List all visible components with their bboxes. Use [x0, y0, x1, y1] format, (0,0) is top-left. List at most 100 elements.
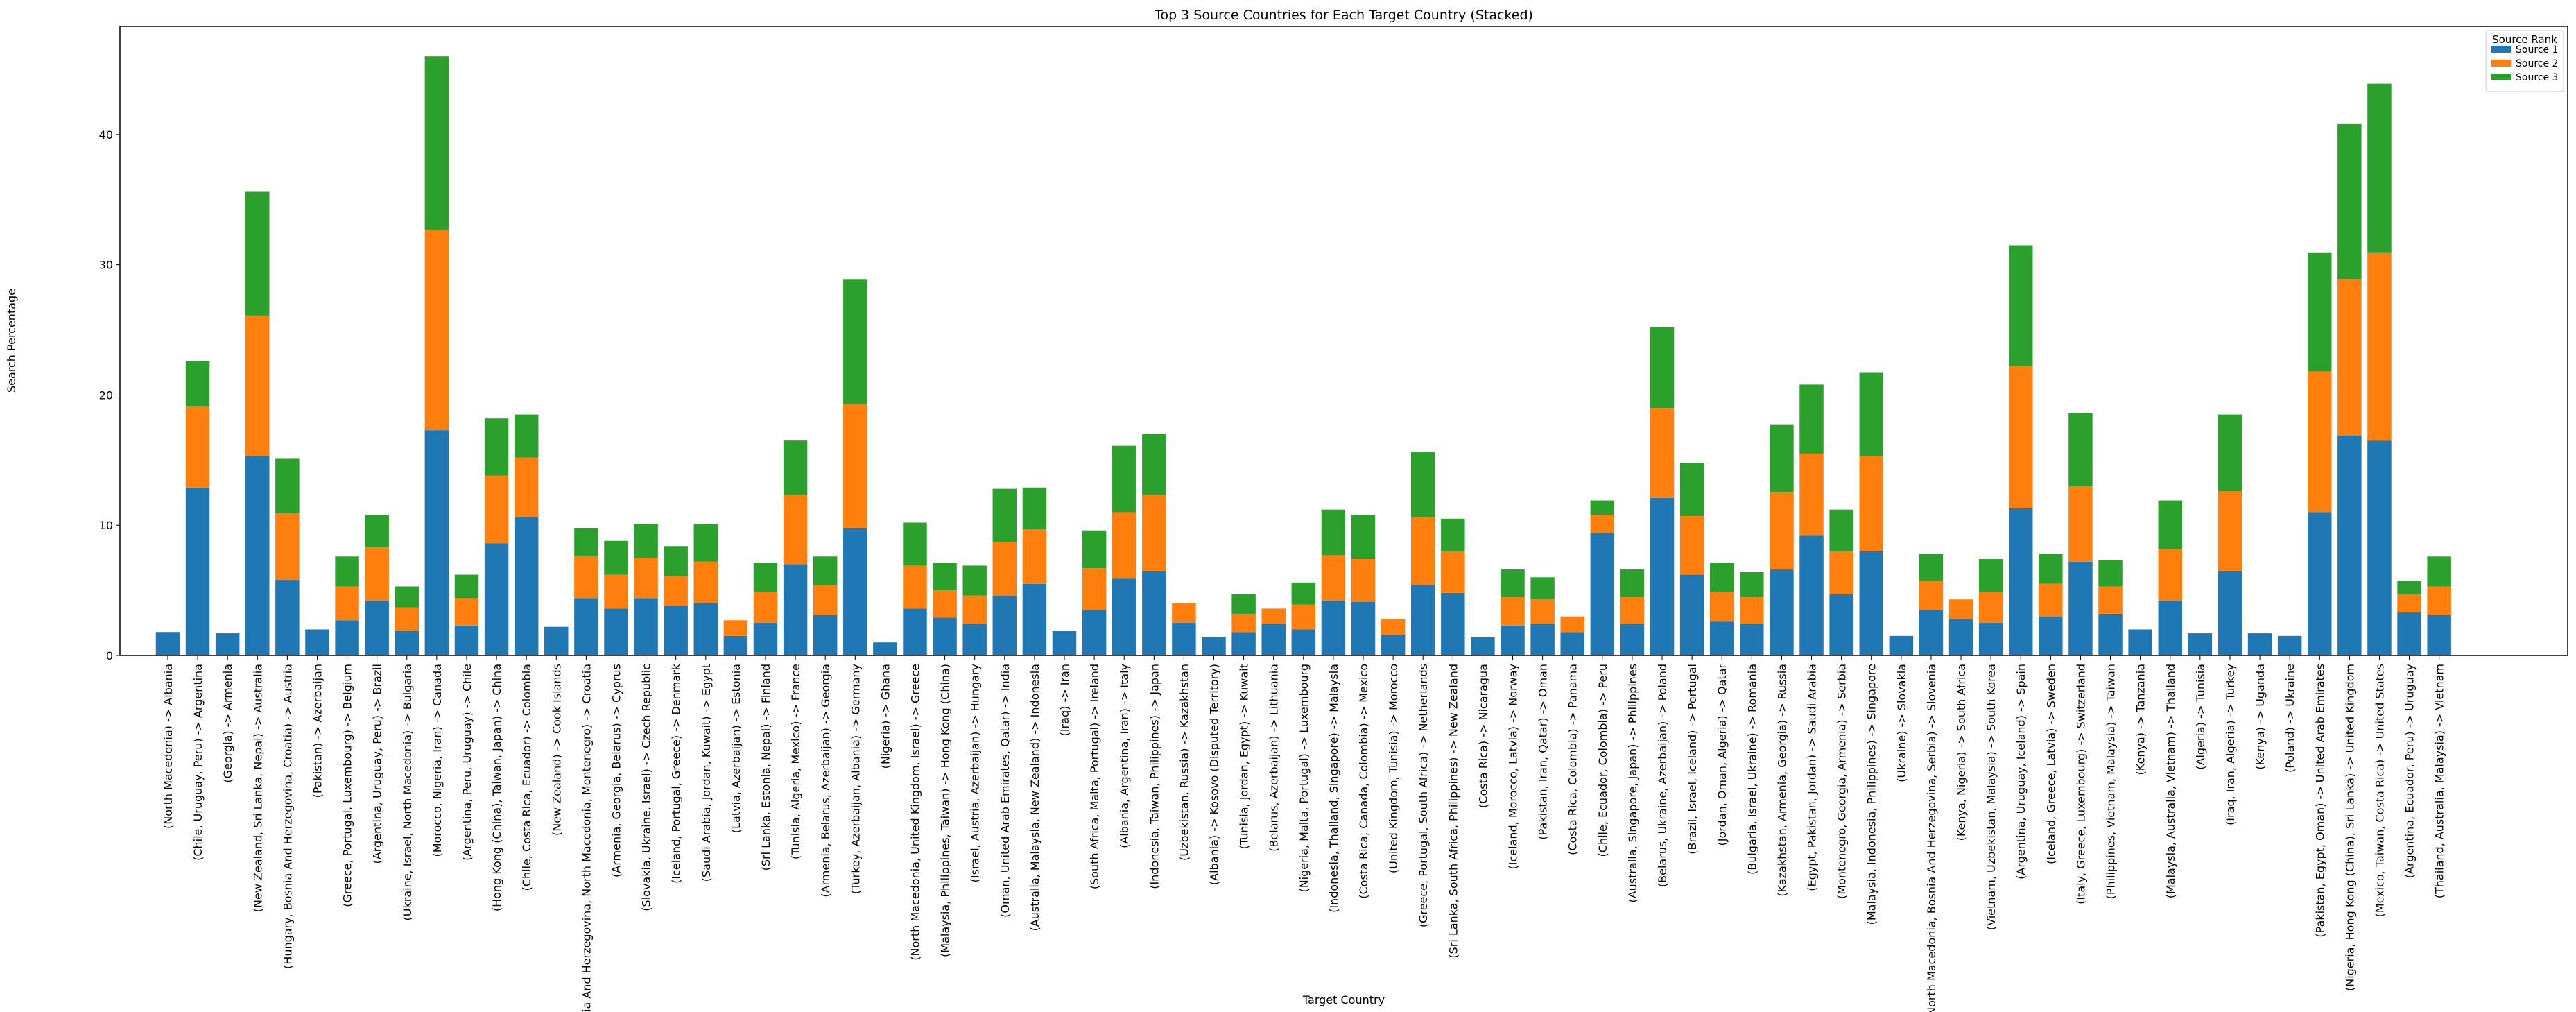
bar-segment-source-1	[1859, 551, 1883, 655]
x-tick-label: (Brazil, Israel, Iceland) -> Portugal	[1686, 664, 1699, 855]
bar-segment-source-3	[395, 586, 420, 608]
x-tick-label: (Ukraine, Israel, North Macedonia) -> Bu…	[401, 664, 414, 920]
bar-segment-source-3	[574, 527, 598, 557]
bar-segment-source-3	[2367, 83, 2392, 253]
x-tick-label: (Nigeria, Hong Kong (China), Sri Lanka) …	[2343, 664, 2356, 991]
bar-segment-source-1	[1261, 624, 1286, 655]
x-tick-label: (Latvia, Azerbaijan) -> Estonia	[729, 664, 743, 833]
x-tick-label: (Philippines, Vietnam, Malaysia) -> Taiw…	[2104, 664, 2118, 899]
bar-segment-source-3	[1082, 530, 1107, 569]
bar-segment-source-2	[275, 513, 300, 581]
x-tick-label: (Sri Lanka, Estonia, Nepal) -> Finland	[759, 664, 772, 871]
bar-segment-source-2	[2397, 594, 2421, 613]
bar-segment-source-1	[484, 543, 509, 655]
bar-segment-source-3	[1022, 487, 1047, 529]
x-tick-label: (Pakistan) -> Azerbaijan	[311, 664, 324, 798]
bar-segment-source-1	[1441, 592, 1465, 655]
x-tick-label: (Kenya, Nigeria) -> South Africa	[1955, 664, 1968, 841]
bar-segment-source-3	[1142, 434, 1166, 496]
bar-segment-source-1	[1351, 602, 1376, 655]
bar-segment-source-1	[1381, 634, 1406, 655]
bar-segment-source-1	[1620, 624, 1645, 655]
bar-segment-source-2	[813, 585, 838, 615]
bar-segment-source-1	[514, 517, 539, 655]
bar-segment-source-1	[992, 595, 1017, 655]
x-tick-label: (Chile, Costa Rica, Ecuador) -> Colombia	[520, 664, 533, 891]
legend-title: Source Rank	[2492, 33, 2557, 46]
legend: Source Rank Source 1 Source 2 Source 3	[2485, 30, 2564, 92]
x-tick-label: (Turkey, Azerbaijan, Albania) -> Germany	[849, 664, 862, 894]
bar-segment-source-2	[1679, 516, 1704, 575]
bar-segment-source-3	[783, 440, 808, 496]
bar-segment-source-1	[2397, 612, 2421, 655]
bar-segment-source-1	[1410, 585, 1435, 655]
bar-segment-source-1	[783, 564, 808, 655]
x-tick-label: (Iraq) -> Iran	[1058, 664, 1071, 736]
x-tick-label: (North Macedonia, Bosnia And Herzegovina…	[1925, 664, 1938, 1012]
x-tick-label: (Greece, Portugal, South Africa) -> Neth…	[1417, 664, 1430, 927]
bar-segment-source-2	[962, 595, 987, 624]
bar-segment-source-3	[2218, 414, 2242, 492]
bar-segment-source-1	[664, 606, 688, 655]
bar-segment-source-1	[933, 617, 957, 655]
bar-segment-source-2	[843, 404, 867, 528]
bar-segment-source-1	[2068, 561, 2093, 655]
bar-segment-source-2	[1410, 517, 1435, 585]
x-tick-label: (North Macedonia, United Kingdom, Israel…	[908, 664, 922, 961]
bar-segment-source-3	[514, 414, 539, 458]
bar-segment-source-3	[1679, 463, 1704, 517]
bar-segment-source-3	[2039, 554, 2063, 584]
bar-segment-source-1	[1052, 631, 1077, 655]
bar-segment-source-2	[2098, 586, 2123, 614]
bar-segment-source-2	[1381, 619, 1406, 635]
x-tick-label: (Indonesia, Thailand, Singapore) -> Mala…	[1327, 664, 1340, 913]
x-tick-label: (Montenegro, Georgia, Armenia) -> Serbia	[1835, 664, 1849, 899]
bar-segment-source-1	[753, 623, 778, 655]
bar-segment-source-1	[903, 608, 927, 655]
bar-segment-source-3	[424, 56, 449, 230]
bar-segment-source-2	[1172, 603, 1196, 624]
bar-segment-source-1	[215, 633, 240, 655]
x-tick-label: (Iraq, Iran, Algeria) -> Turkey	[2224, 664, 2237, 825]
bar-segment-source-1	[2337, 435, 2362, 655]
bar-segment-source-2	[2068, 486, 2093, 562]
bar-segment-source-1	[2098, 613, 2123, 655]
bar-segment-source-3	[933, 563, 957, 591]
bar-segment-source-3	[1410, 452, 1435, 517]
bar-segment-source-2	[1829, 551, 1853, 594]
bar-segment-source-2	[1231, 613, 1256, 633]
x-tick-label: (Albania, Argentina, Iran) -> Italy	[1118, 664, 1131, 848]
bar-segment-source-1	[1889, 635, 1914, 655]
bar-segment-source-1	[2277, 635, 2302, 655]
bar-segment-source-1	[305, 629, 329, 655]
bar-segment-source-3	[1859, 372, 1883, 456]
chart-title: Top 3 Source Countries for Each Target C…	[1154, 8, 1533, 23]
bar-segment-source-1	[1321, 601, 1346, 655]
bar-segment-source-2	[1022, 529, 1047, 584]
x-tick-label: (Pakistan, Iran, Qatar) -> Oman	[1537, 664, 1550, 840]
bar-segment-source-2	[634, 558, 658, 599]
bar-segment-source-2	[335, 586, 359, 621]
x-tick-label: (Mexico, Taiwan, Costa Rica) -> United S…	[2373, 664, 2386, 917]
bar-segment-source-2	[753, 591, 778, 624]
legend-swatch	[2491, 74, 2511, 80]
x-tick-label: (Iceland, Greece, Latvia) -> Sweden	[2044, 664, 2057, 864]
x-tick-label: (Belarus, Azerbaijan) -> Lithuania	[1268, 664, 1281, 852]
bar-segment-source-2	[424, 229, 449, 431]
bar-segment-source-2	[1291, 604, 1316, 630]
bar-segment-source-3	[1530, 577, 1555, 600]
y-tick-label: 40	[99, 128, 113, 141]
bar-segment-source-1	[1082, 610, 1107, 655]
bar-segment-source-3	[1231, 594, 1256, 614]
x-tick-label: (Greece, Portugal, Luxembourg) -> Belgiu…	[341, 664, 354, 907]
legend-label: Source 2	[2516, 58, 2558, 69]
bar-segment-source-3	[2308, 252, 2332, 372]
bar-segment-source-3	[2337, 123, 2362, 280]
bar-segment-source-2	[245, 315, 270, 456]
x-tick-label: (Kenya) -> Tanzania	[2134, 664, 2147, 775]
x-tick-label: (Georgia) -> Armenia	[221, 664, 234, 783]
bar-segment-source-2	[574, 556, 598, 599]
x-tick-label: (Algeria) -> Tunisia	[2194, 664, 2207, 770]
bar-segment-source-1	[1770, 569, 1794, 655]
y-tick-label: 0	[106, 649, 113, 662]
